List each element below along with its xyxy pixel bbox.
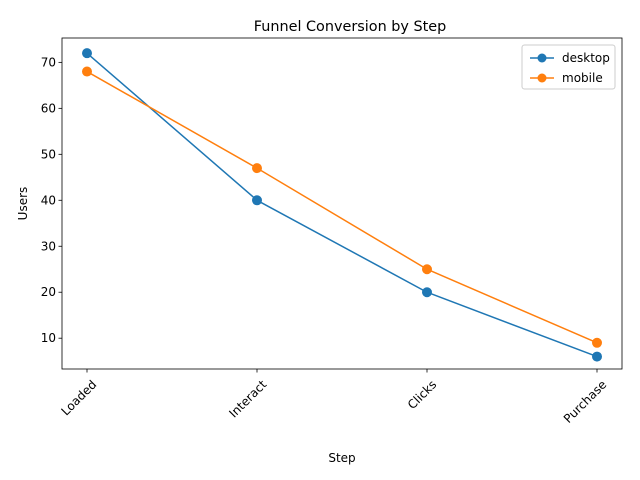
data-point-desktop	[252, 195, 262, 206]
axes-frame	[61, 37, 623, 370]
x-axis-label: Step	[328, 451, 355, 465]
plot-area	[82, 48, 602, 362]
y-tick-label: 40	[41, 193, 56, 207]
data-point-mobile	[422, 264, 432, 275]
legend-label-mobile: mobile	[562, 71, 603, 85]
y-tick-label: 30	[41, 239, 56, 253]
legend-marker-mobile	[537, 73, 547, 83]
data-point-desktop	[592, 351, 602, 362]
data-point-mobile	[82, 66, 92, 77]
y-tick-label: 10	[41, 331, 56, 345]
y-tick-label: 50	[41, 147, 56, 161]
chart-title: Funnel Conversion by Step	[254, 19, 447, 35]
legend: desktop mobile	[521, 44, 616, 90]
y-axis: 10 20 30 40 50 60 70	[41, 55, 62, 345]
series-line-desktop	[85, 52, 598, 358]
data-point-mobile	[252, 163, 262, 174]
data-point-desktop	[82, 48, 92, 59]
legend-marker-desktop	[537, 53, 547, 63]
y-tick-label: 60	[41, 101, 56, 115]
y-tick-label: 70	[41, 55, 56, 69]
y-tick-label: 20	[41, 285, 56, 299]
legend-label-desktop: desktop	[562, 51, 610, 65]
y-axis-label: Users	[16, 187, 30, 221]
data-point-desktop	[422, 287, 432, 298]
series-line-mobile	[85, 70, 598, 344]
data-point-mobile	[592, 337, 602, 348]
